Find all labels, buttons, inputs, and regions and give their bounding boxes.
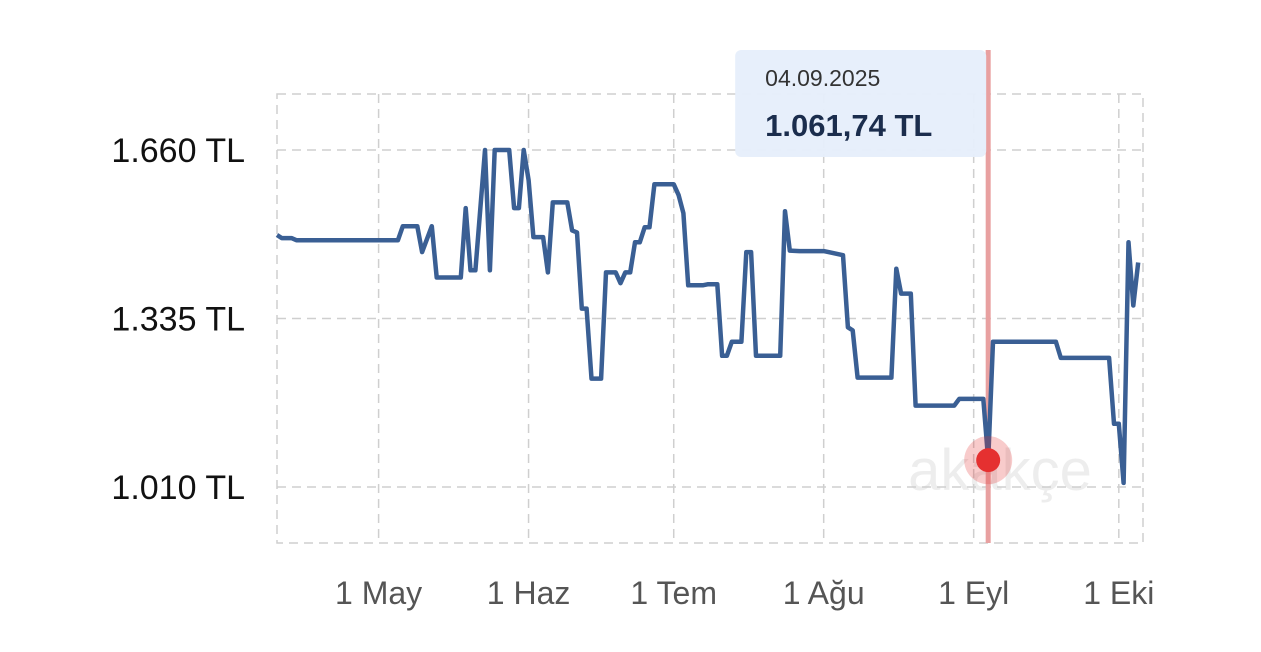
tooltip: 04.09.2025 1.061,74 TL: [735, 50, 987, 157]
x-tick-label: 1 May: [335, 575, 422, 611]
tooltip-date: 04.09.2025: [765, 65, 880, 91]
y-tick-label: 1.660 TL: [111, 132, 245, 170]
tooltip-box: [735, 50, 987, 157]
tooltip-value: 1.061,74 TL: [765, 108, 932, 143]
x-tick-label: 1 Eki: [1083, 575, 1154, 611]
x-tick-label: 1 Haz: [487, 575, 571, 611]
watermark: akakçe: [908, 438, 1092, 503]
x-tick-label: 1 Ağu: [783, 575, 865, 611]
x-tick-label: 1 Tem: [630, 575, 717, 611]
hover-point: [976, 448, 1001, 473]
y-tick-label: 1.010 TL: [111, 469, 245, 507]
x-tick-label: 1 Eyl: [938, 575, 1009, 611]
y-tick-label: 1.335 TL: [111, 301, 245, 339]
price-line: [275, 147, 1141, 486]
